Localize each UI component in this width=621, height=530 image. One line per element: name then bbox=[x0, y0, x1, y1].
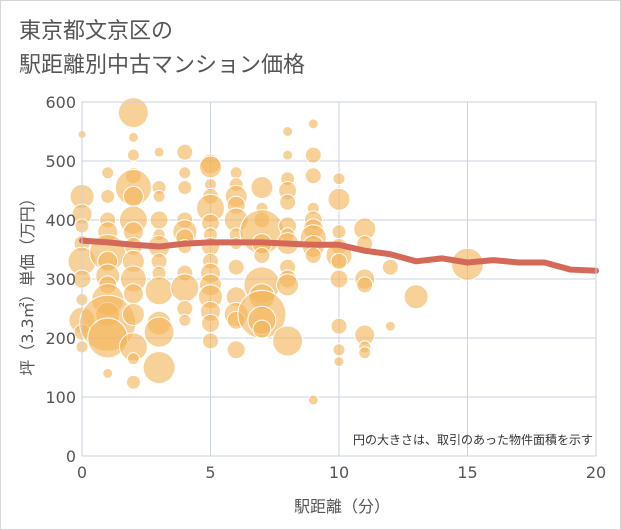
size-note: 円の大きさは、取引のあった物件面積を示す bbox=[353, 432, 593, 447]
chart-title: 東京都文京区の 駅距離別中古マンション価格 bbox=[19, 15, 305, 83]
y-tick-label: 200 bbox=[45, 329, 76, 348]
bubble-point bbox=[149, 210, 169, 230]
y-tick-label: 100 bbox=[45, 388, 76, 407]
bubble-point bbox=[125, 374, 141, 390]
bubble-point bbox=[356, 276, 374, 294]
bubble-point bbox=[282, 149, 294, 161]
bubble-point bbox=[176, 143, 194, 161]
bubble-point bbox=[279, 193, 297, 211]
bubble-point bbox=[330, 317, 348, 335]
bubble-point bbox=[126, 148, 140, 162]
bubble-point bbox=[331, 224, 347, 240]
bubble-point bbox=[307, 394, 319, 406]
bubble-point bbox=[307, 118, 319, 130]
bubble-point bbox=[100, 188, 116, 204]
bubble-point bbox=[201, 313, 220, 333]
bubble-point bbox=[304, 167, 322, 185]
bubble-point bbox=[142, 351, 176, 384]
x-tick-label: 0 bbox=[77, 463, 87, 482]
x-axis-title: 駅距離（分） bbox=[294, 497, 390, 516]
bubble-point bbox=[329, 269, 349, 289]
y-tick-label: 300 bbox=[45, 270, 76, 289]
bubble-point bbox=[403, 284, 429, 310]
bubble-point bbox=[177, 180, 193, 196]
bubble-point bbox=[282, 126, 294, 137]
bubble-point bbox=[381, 258, 399, 276]
bubble-point bbox=[152, 189, 166, 203]
bubble-point bbox=[121, 302, 145, 326]
bubble-point bbox=[102, 367, 114, 379]
bubble-point bbox=[276, 273, 300, 297]
bubble-point bbox=[253, 246, 271, 264]
bubble-point bbox=[330, 252, 348, 270]
x-tick-label: 20 bbox=[586, 463, 606, 482]
y-tick-labels: 0 100 200 300 400 500 600 bbox=[45, 93, 76, 466]
bubble-point bbox=[227, 258, 245, 276]
bubble-point bbox=[144, 276, 174, 306]
bubble-point bbox=[126, 352, 140, 366]
bubble-point bbox=[143, 316, 175, 348]
bubble-point bbox=[332, 343, 346, 357]
bubble-point bbox=[333, 356, 345, 368]
bubble-point bbox=[358, 346, 372, 360]
bubble-point bbox=[384, 320, 396, 332]
bubble-point bbox=[122, 283, 144, 305]
x-tick-label: 15 bbox=[457, 463, 477, 482]
bubble-point bbox=[153, 146, 165, 158]
bubble-point bbox=[250, 176, 274, 200]
bubble-point bbox=[170, 273, 200, 303]
bubble-point bbox=[327, 187, 351, 211]
bubble-point bbox=[252, 319, 272, 339]
bubble-point bbox=[229, 166, 243, 180]
x-tick-label: 10 bbox=[329, 463, 349, 482]
y-tick-label: 600 bbox=[45, 93, 76, 112]
trend-line bbox=[79, 237, 599, 274]
plot-border bbox=[81, 101, 597, 457]
chart-title-line-1: 東京都文京区の bbox=[19, 19, 174, 44]
bubble-point bbox=[304, 246, 322, 264]
x-tick-label: 5 bbox=[205, 463, 215, 482]
x-tick-labels: 0 5 10 15 20 bbox=[77, 463, 606, 482]
bubble-point bbox=[117, 97, 149, 129]
y-tick-label: 0 bbox=[66, 447, 76, 466]
y-axis-title: 坪（3.3㎡）単価（万円） bbox=[18, 190, 37, 375]
bubble-point bbox=[304, 146, 322, 164]
bubble-point bbox=[178, 313, 192, 327]
bubble-point bbox=[226, 340, 246, 360]
bubble-point bbox=[101, 166, 115, 180]
bubble-point bbox=[127, 131, 139, 143]
chart-title-line-2: 駅距離別中古マンション価格 bbox=[19, 53, 306, 78]
bubble-point bbox=[332, 172, 346, 186]
bubble-series bbox=[67, 97, 484, 406]
y-tick-label: 400 bbox=[45, 211, 76, 230]
bubble-point bbox=[272, 325, 304, 357]
bubble-point bbox=[178, 166, 192, 180]
y-tick-label: 500 bbox=[45, 152, 76, 171]
bubble-point bbox=[199, 155, 222, 179]
bubble-point bbox=[202, 332, 219, 350]
bubble-point bbox=[122, 185, 144, 207]
